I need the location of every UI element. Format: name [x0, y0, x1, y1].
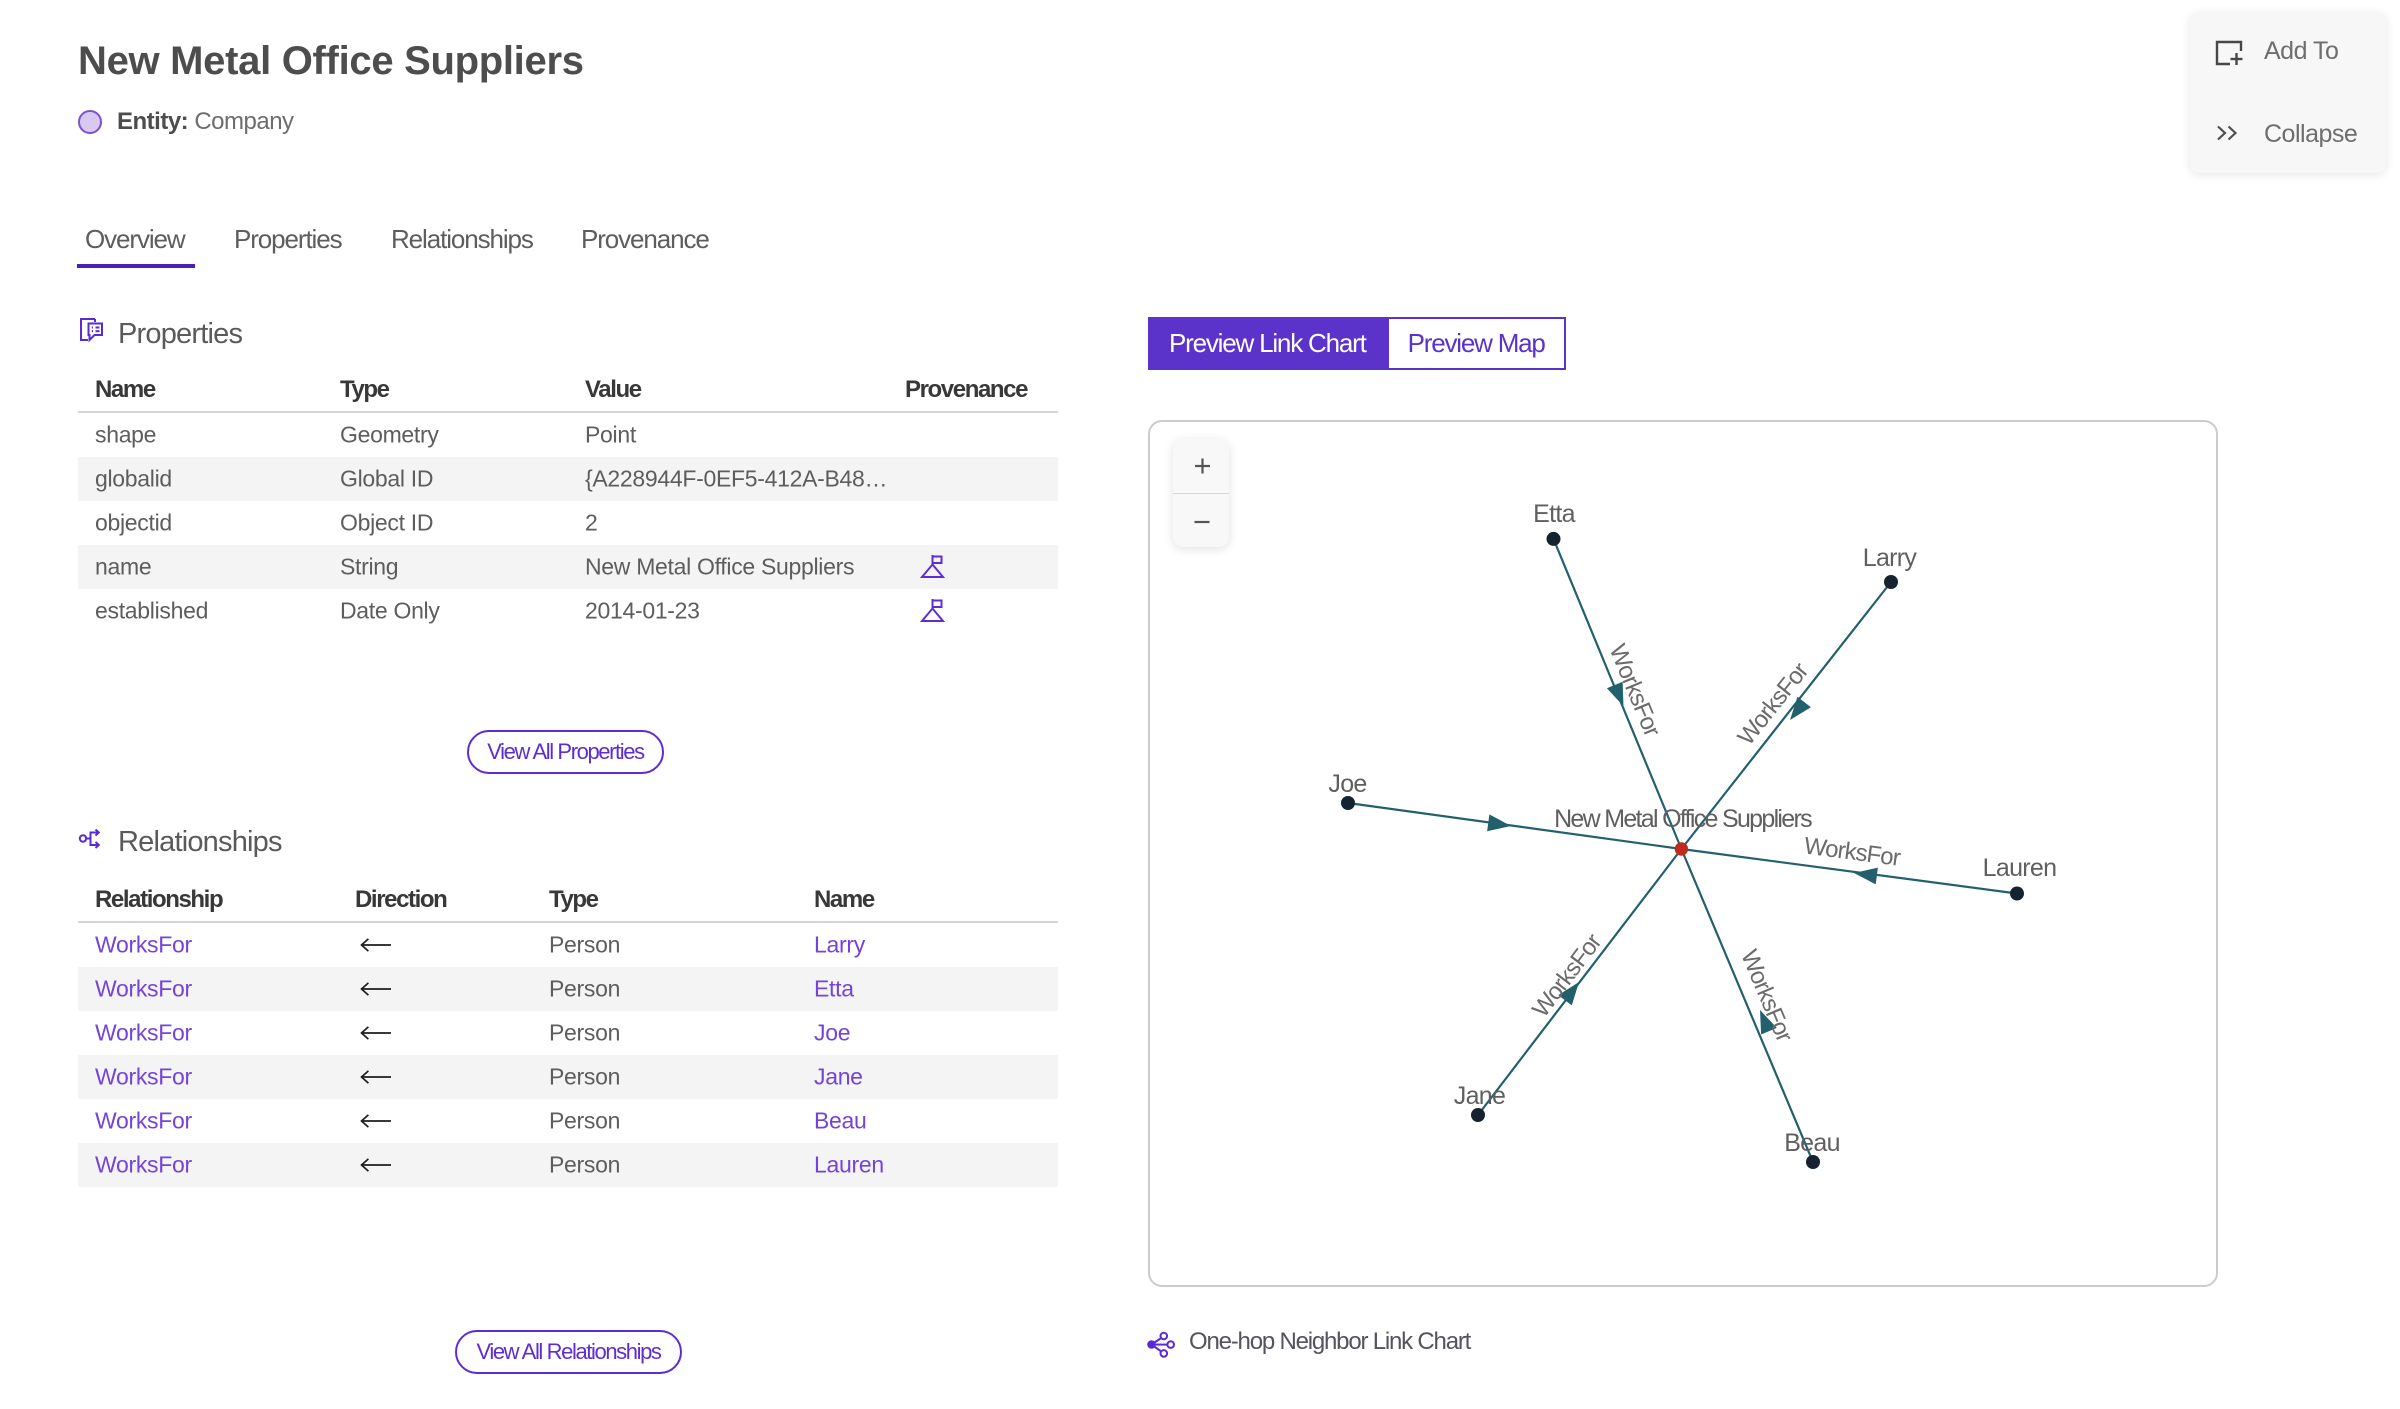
svg-text:Joe: Joe	[1328, 770, 1366, 798]
svg-text:Beau: Beau	[1784, 1129, 1840, 1157]
svg-text:Larry: Larry	[1863, 544, 1918, 572]
svg-text:Etta: Etta	[1533, 500, 1575, 528]
svg-text:New Metal Office Suppliers: New Metal Office Suppliers	[1554, 805, 1812, 833]
svg-text:Lauren: Lauren	[1983, 854, 2057, 882]
svg-text:WorksFor: WorksFor	[1527, 929, 1607, 1023]
svg-text:Jane: Jane	[1454, 1082, 1505, 1110]
